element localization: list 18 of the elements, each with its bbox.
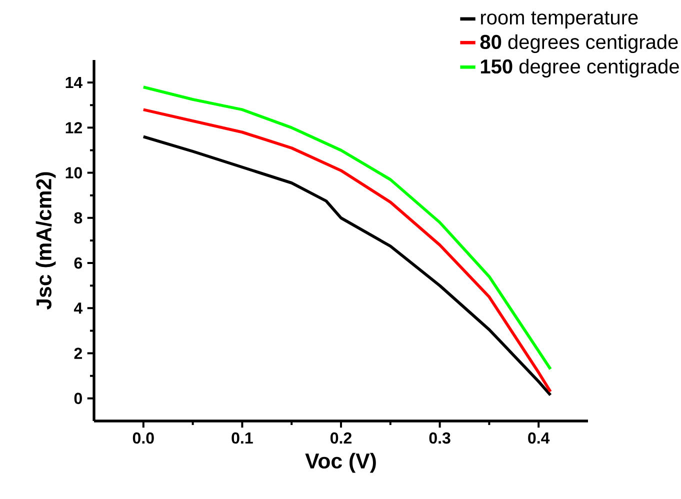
x-tick-label: 0.0 bbox=[132, 432, 154, 444]
y-tick-label: 10 bbox=[66, 167, 82, 178]
x-tick-label: 0.2 bbox=[330, 432, 352, 444]
x-axis-title: Voc (V) bbox=[305, 452, 376, 473]
x-tick-label: 0.1 bbox=[232, 432, 253, 444]
y-tick-label: 0 bbox=[74, 392, 82, 404]
y-tick-label: 2 bbox=[74, 348, 82, 359]
legend-label: 150 degree centigrade bbox=[480, 58, 679, 78]
y-tick-label: 4 bbox=[74, 302, 83, 314]
x-tick-label: 0.3 bbox=[429, 432, 450, 444]
x-tick-label: 0.4 bbox=[528, 432, 550, 444]
y-axis-title: Jsc (mA/cm2) bbox=[36, 172, 56, 310]
legend-label: 80 degrees centigrade bbox=[480, 34, 678, 54]
y-tick-label: 8 bbox=[74, 212, 82, 224]
legend-label: room temperature bbox=[481, 11, 638, 29]
y-tick-label: 12 bbox=[66, 122, 82, 134]
y-tick-label: 6 bbox=[74, 257, 82, 269]
y-tick-label: 14 bbox=[66, 77, 83, 88]
